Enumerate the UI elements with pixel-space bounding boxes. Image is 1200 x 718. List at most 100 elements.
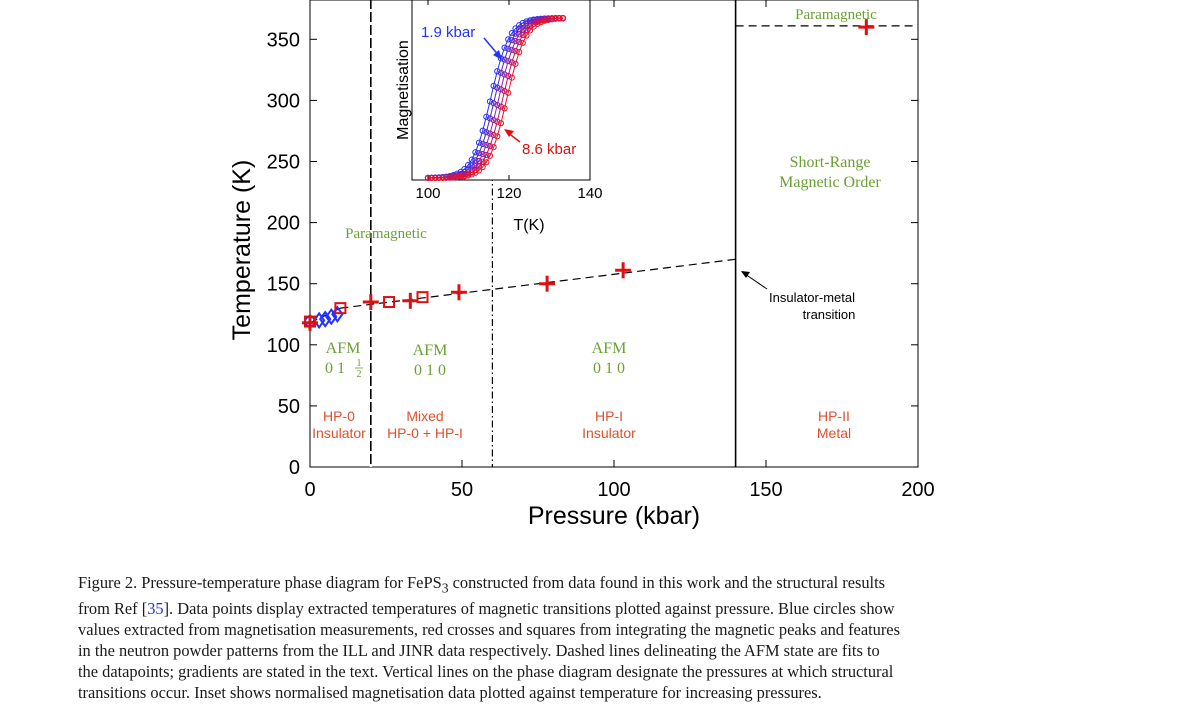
inset-point — [483, 113, 490, 120]
inset-point — [501, 105, 508, 112]
inset-point — [450, 174, 457, 181]
inset-curves — [424, 14, 566, 182]
inset-arrow-high-head — [504, 129, 514, 137]
x-tick-label: 0 — [304, 479, 315, 501]
inset-point — [523, 32, 530, 39]
inset-point — [508, 74, 515, 81]
y-tick-label: 0 — [289, 457, 300, 479]
inset-point — [486, 152, 494, 159]
inset-point — [486, 143, 494, 150]
inset-point — [497, 86, 504, 93]
caption-line-6: transitions occur. Inset shows normalise… — [78, 683, 822, 703]
inset-point — [556, 15, 563, 22]
square-point — [334, 302, 347, 315]
inset: 100 120 140 T(K) Magnetisation 1.9 kbar 8.… — [395, 0, 603, 234]
y-tick-label: 300 — [267, 90, 300, 112]
caption-line-2: from Ref [35]. Data points display extra… — [78, 599, 895, 619]
inset-point — [490, 131, 497, 139]
x-tick-label: 50 — [451, 479, 473, 501]
afm-hpi-label-1: AFM — [592, 340, 627, 357]
caption-line-5: the datapoints; gradients are stated in … — [78, 662, 894, 682]
phase-diagram-figure: 0 50 100 150 200 0 50 100 150 200 250 300 350 Pressu… — [228, 0, 935, 530]
y-tick-label: 350 — [267, 29, 300, 51]
afm-mixed-label-2: 0 1 0 — [414, 362, 446, 379]
afm-hpi-label-2: 0 1 0 — [593, 360, 625, 377]
inset-point — [461, 173, 468, 180]
inset-point — [490, 116, 497, 124]
hpi-label-2: Insulator — [582, 425, 636, 441]
inset-point — [512, 60, 519, 67]
inset-point — [505, 45, 512, 52]
inset-point — [435, 174, 443, 181]
inset-point — [494, 133, 501, 140]
hpii-label-1: HP-II — [818, 408, 850, 424]
inset-point — [508, 30, 515, 37]
afm-hp0-label-1: AFM — [326, 340, 361, 357]
imt-label-1: Insulator-metal — [769, 290, 855, 305]
inset-point — [505, 57, 512, 65]
inset-point — [486, 98, 494, 105]
hpi-label-1: HP-I — [595, 408, 623, 424]
inset-y-title: Magnetisation — [395, 40, 412, 140]
inset-point — [494, 101, 501, 109]
inset-point — [508, 37, 515, 44]
inset-point — [494, 84, 501, 91]
afm-hp0-frac-den: 2 — [357, 369, 362, 380]
inset-point — [541, 17, 548, 24]
inset-point — [494, 118, 501, 125]
diamond-point — [318, 310, 332, 328]
paramagnetic-right-label: Paramagnetic — [795, 7, 877, 23]
inset-point — [508, 46, 515, 53]
afm-mixed-label-1: AFM — [413, 342, 448, 359]
inset-point — [468, 156, 475, 163]
inset-point — [472, 149, 479, 156]
data-points — [302, 19, 875, 331]
region-annotations: Paramagnetic Paramagnetic Short-Range Ma… — [312, 7, 881, 441]
hpii-label-2: Metal — [817, 425, 851, 441]
inset-point — [464, 172, 472, 179]
y-axis-title: Temperature (K) — [228, 160, 256, 341]
inset-point — [552, 15, 559, 22]
caption-reference-link[interactable]: 35 — [147, 599, 164, 619]
mixed-label-1: Mixed — [406, 408, 443, 424]
inset-point — [512, 30, 519, 37]
inset-point — [516, 31, 523, 38]
inset-point — [475, 163, 483, 170]
x-tick-label: 200 — [901, 479, 934, 501]
inset-point — [519, 39, 526, 46]
inset-point — [424, 174, 432, 182]
inset-point — [534, 20, 541, 28]
mixed-label-2: HP-0 + HP-I — [387, 425, 463, 441]
inset-point — [537, 18, 545, 26]
inset-point — [490, 100, 497, 107]
inset-label-low: 1.9 kbar — [421, 24, 475, 41]
inset-point — [472, 163, 479, 170]
inset-axis-ticks: 100 120 140 — [415, 0, 603, 202]
inset-point — [559, 15, 566, 22]
x-axis-title: Pressure (kbar) — [528, 502, 700, 530]
fit-line — [340, 258, 736, 309]
inset-point — [523, 26, 530, 33]
inset-x-title: T(K) — [513, 217, 544, 234]
inset-point — [512, 37, 519, 45]
inset-point — [526, 27, 534, 34]
inset-point — [454, 174, 461, 181]
inset-point — [486, 130, 494, 137]
inset-point — [494, 68, 501, 75]
inset-point — [443, 174, 450, 181]
inset-point — [479, 140, 486, 147]
inset-arrow-low-head — [493, 50, 502, 60]
square-point — [416, 291, 429, 304]
inset-point — [468, 171, 475, 178]
inset-point — [490, 82, 497, 90]
inset-x-tick-label: 140 — [577, 185, 602, 202]
inset-x-tick-label: 120 — [496, 185, 521, 202]
inset-point — [505, 36, 512, 43]
inset-point — [508, 59, 515, 66]
inset-frame — [411, 0, 591, 181]
inset-point — [479, 163, 486, 171]
inset-point — [501, 87, 508, 95]
hp0-label-1: HP-0 — [323, 408, 355, 424]
caption-line-3: values extracted from magnetisation meas… — [78, 620, 900, 640]
inset-point — [475, 139, 483, 146]
